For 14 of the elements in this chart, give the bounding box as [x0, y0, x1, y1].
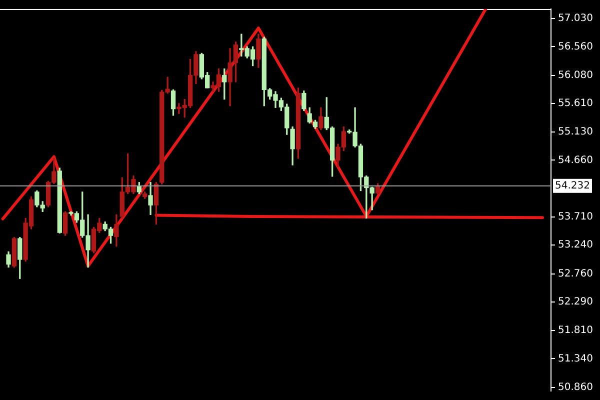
- y-tick-label: 52.290: [558, 296, 594, 308]
- y-tick-label: 54.660: [558, 154, 594, 166]
- y-tick-label: 53.240: [558, 240, 594, 251]
- y-tick-label: 57.030: [558, 13, 594, 24]
- y-tick-label: 52.760: [558, 268, 594, 280]
- ref-line-label: 54.232: [555, 180, 590, 192]
- y-tick-label: 55.610: [558, 98, 594, 110]
- y-tick-label: 51.340: [558, 353, 594, 364]
- y-tick-label: 55.130: [558, 126, 594, 138]
- y-tick-label: 51.810: [558, 325, 594, 336]
- y-tick-label: 50.860: [558, 382, 594, 394]
- y-tick-label: 56.560: [558, 41, 594, 52]
- y-tick-label: 53.710: [558, 212, 594, 223]
- y-tick-label: 56.080: [558, 70, 594, 81]
